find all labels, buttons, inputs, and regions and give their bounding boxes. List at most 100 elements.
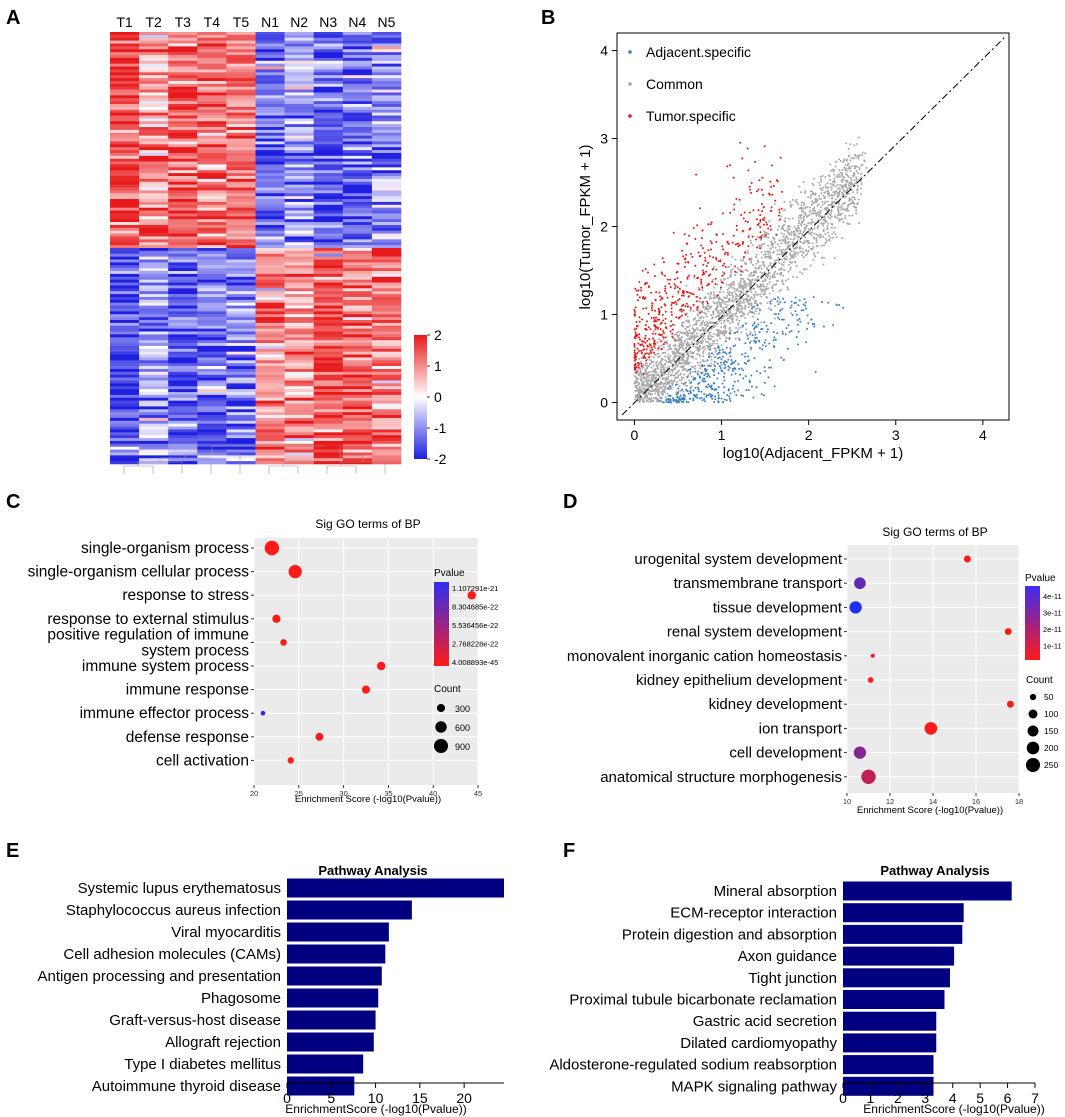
panel-c-title: Sig GO terms of BP	[315, 517, 420, 531]
heatmap-cell	[197, 224, 227, 229]
scatter-point	[838, 219, 841, 222]
scatter-point	[765, 221, 768, 224]
heatmap-cell	[168, 201, 198, 206]
scatter-point	[788, 260, 791, 263]
scatter-point	[659, 400, 662, 402]
heatmap-cell	[110, 440, 140, 445]
scatter-point	[841, 237, 843, 239]
scatter-point	[642, 340, 645, 343]
heatmap-cell	[342, 132, 373, 136]
heatmap-cell	[168, 337, 198, 341]
scatter-point	[680, 345, 683, 347]
heatmap-cell	[168, 92, 198, 96]
heatmap-cell	[342, 121, 373, 125]
scatter-point	[813, 325, 816, 328]
scatter-point	[710, 355, 713, 358]
heatmap-cell	[226, 147, 256, 151]
heatmap-cell	[226, 86, 256, 90]
scatter-point	[693, 339, 695, 341]
scatter-point	[781, 330, 784, 333]
scatter-point	[637, 364, 640, 367]
heatmap-cell	[342, 75, 373, 79]
scatter-point	[824, 184, 827, 187]
heatmap-cell	[168, 63, 198, 67]
heatmap-cell	[342, 55, 373, 59]
scatter-point	[643, 380, 646, 383]
scatter-point	[655, 326, 657, 329]
heatmap-cell	[371, 144, 402, 148]
scatter-point	[832, 191, 835, 194]
heatmap-cell	[255, 52, 285, 56]
scatter-point	[646, 375, 649, 378]
heatmap-cell	[342, 371, 373, 376]
heatmap-cell	[284, 89, 314, 93]
heatmap-cell	[139, 345, 169, 350]
scatter-point	[754, 341, 757, 344]
scatter-point	[761, 328, 764, 330]
scatter-point	[734, 292, 737, 295]
scatter-point	[726, 277, 729, 280]
scatter-point	[834, 233, 837, 236]
heatmap-cell	[226, 268, 256, 272]
scatter-point	[766, 223, 768, 226]
scatter-point	[747, 169, 750, 172]
scatter-point	[634, 385, 637, 388]
heatmap-cell	[284, 164, 314, 168]
heatmap-cell	[284, 302, 314, 306]
heatmap-cell	[284, 443, 314, 448]
heatmap-cell	[226, 279, 256, 283]
heatmap-cell	[342, 368, 373, 373]
heatmap-cell	[284, 158, 314, 162]
scatter-point	[661, 257, 664, 260]
scatter-point	[848, 184, 851, 187]
scatter-point	[635, 327, 638, 330]
heatmap-cell	[110, 106, 140, 111]
scatter-point	[638, 382, 641, 385]
scatter-point	[692, 318, 695, 321]
heatmap-cell	[342, 152, 373, 157]
scatter-point	[789, 306, 792, 309]
scatter-point	[749, 188, 751, 191]
heatmap-cell	[197, 230, 227, 234]
heatmap-cell	[284, 219, 314, 223]
scatter-point	[716, 342, 719, 345]
scatter-point	[654, 347, 657, 350]
scatter-point	[768, 359, 771, 362]
heatmap-cell	[342, 291, 373, 295]
scatter-point	[705, 368, 708, 371]
scatter-point	[707, 322, 710, 325]
heatmap-cell	[371, 176, 402, 180]
scatter-point	[737, 295, 740, 298]
scatter-point	[802, 207, 805, 210]
scatter-point	[675, 316, 678, 319]
heatmap-cell	[255, 397, 285, 401]
heatmap-cell	[226, 253, 256, 257]
scatter-point	[648, 353, 650, 356]
scatter-point	[797, 235, 800, 238]
scatter-point	[704, 338, 707, 341]
scatter-point	[811, 220, 814, 223]
heatmap-cell	[342, 124, 373, 128]
scatter-point	[665, 340, 668, 343]
scatter-point	[649, 381, 652, 384]
scatter-point	[709, 295, 712, 298]
scatter-point	[807, 228, 810, 231]
scatter-point	[779, 309, 782, 312]
scatter-point	[851, 191, 854, 194]
scatter-point	[712, 353, 715, 356]
heatmap-cell	[197, 245, 227, 249]
scatter-point	[734, 258, 737, 261]
scatter-point	[678, 361, 681, 364]
heatmap-cell	[342, 406, 373, 410]
scatter-point	[716, 322, 719, 325]
scatter-point	[857, 154, 860, 157]
heatmap-cell	[226, 72, 256, 76]
heatmap-cell	[226, 415, 256, 419]
heatmap-cell	[197, 173, 227, 177]
scatter-point	[744, 316, 747, 319]
heatmap-cell	[197, 458, 227, 462]
scatter-point	[783, 301, 786, 304]
heatmap-cell	[139, 273, 169, 278]
heatmap-cell	[284, 176, 314, 180]
scatter-point	[740, 310, 743, 313]
